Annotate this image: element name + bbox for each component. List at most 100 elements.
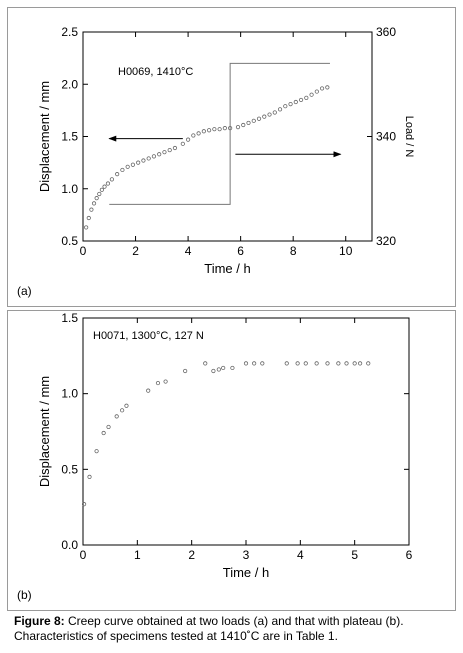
- y-tick-label: 2.5: [61, 25, 78, 39]
- data-point: [344, 361, 349, 366]
- x-tick-label: 8: [290, 244, 297, 258]
- data-point: [319, 86, 325, 91]
- load-series-line: [109, 62, 330, 205]
- data-point: [252, 361, 257, 366]
- data-point: [357, 361, 363, 366]
- data-point: [283, 104, 288, 109]
- data-point: [162, 150, 167, 155]
- data-point: [136, 160, 141, 165]
- x-tick-label: 0: [80, 244, 87, 258]
- data-point: [120, 408, 125, 413]
- data-point: [87, 474, 92, 479]
- data-point: [105, 181, 111, 186]
- data-point: [260, 361, 265, 366]
- data-point: [284, 361, 289, 366]
- data-point: [288, 102, 293, 107]
- y-tick-label: 1.5: [61, 130, 78, 144]
- x-tick-label: 1: [134, 548, 141, 562]
- chart-panel-b: 0 1 2 3 4 5 6 0.0 0.5 1.0 1.5 Time / h Displacement …: [7, 310, 456, 611]
- data-point: [94, 196, 99, 201]
- y2-tick-label: 360: [376, 25, 396, 39]
- data-point: [191, 133, 196, 138]
- x-tick-label: 6: [237, 244, 244, 258]
- chart-annotation: H0071, 1300°C, 127 N: [93, 330, 204, 342]
- data-point: [314, 361, 319, 366]
- data-point: [115, 172, 120, 177]
- data-point: [325, 85, 330, 90]
- x-axis-label: Time / h: [204, 261, 250, 276]
- data-point: [101, 430, 106, 436]
- x-tick-label: 3: [243, 548, 250, 562]
- data-point: [102, 184, 107, 189]
- data-point: [163, 379, 168, 384]
- x-tick-label: 5: [351, 548, 358, 562]
- caption-text: Creep curve obtained at two loads (a) an…: [14, 614, 404, 643]
- data-point: [295, 361, 300, 366]
- data-point: [235, 124, 241, 130]
- data-point: [185, 137, 191, 142]
- x-axis-label: Time / h: [223, 565, 269, 580]
- data-point: [89, 207, 94, 212]
- data-point: [124, 403, 129, 408]
- data-point: [309, 92, 314, 97]
- y-tick-label: 0.5: [61, 462, 78, 476]
- data-point: [314, 89, 319, 94]
- data-point: [251, 118, 256, 123]
- data-point: [120, 167, 125, 173]
- data-point: [146, 388, 151, 393]
- y-tick-label: 1.5: [61, 311, 78, 325]
- data-point: [203, 361, 208, 366]
- panel-label-b: (b): [17, 588, 32, 602]
- data-point: [196, 131, 201, 136]
- data-point: [267, 112, 272, 117]
- data-point: [256, 116, 262, 121]
- data-point: [146, 156, 151, 161]
- data-point: [106, 424, 111, 430]
- data-point: [91, 201, 97, 206]
- data-point: [211, 368, 216, 374]
- data-point: [216, 367, 221, 372]
- data-point: [272, 110, 277, 115]
- data-point: [84, 225, 89, 230]
- data-point: [221, 365, 226, 371]
- data-point: [94, 449, 99, 454]
- data-point: [293, 99, 298, 105]
- data-point: [277, 107, 283, 112]
- y-tick-label: 0.0: [61, 538, 78, 552]
- x-tick-label: 4: [185, 244, 192, 258]
- x-tick-label: 0: [80, 548, 87, 562]
- y-tick-label: 0.5: [61, 234, 78, 248]
- data-point: [130, 162, 136, 167]
- x-tick-label: 10: [339, 244, 353, 258]
- data-point: [125, 164, 130, 169]
- data-point: [222, 126, 227, 131]
- data-point: [217, 127, 222, 132]
- chart-panel-a: 0 2 4 6 8 10 0.5 1.0 1.5 2.0 2.5 320 340 360 Load / N T…: [7, 7, 456, 307]
- data-point: [86, 215, 91, 221]
- data-point: [141, 158, 146, 163]
- y-axis-label: Displacement / mm: [37, 81, 52, 192]
- panel-label-a: (a): [17, 284, 32, 298]
- data-point: [97, 191, 102, 197]
- data-point: [109, 177, 115, 182]
- data-point: [201, 129, 206, 134]
- data-point: [99, 187, 105, 192]
- x-tick-label: 6: [406, 548, 413, 562]
- data-point: [114, 414, 119, 419]
- data-point: [336, 361, 341, 366]
- y-axis-label: Displacement / mm: [37, 376, 52, 487]
- caption-bold: Figure 8:: [14, 614, 65, 628]
- data-point: [81, 502, 87, 507]
- data-point: [183, 368, 188, 374]
- data-point: [212, 127, 217, 132]
- data-point: [246, 120, 251, 126]
- data-point: [207, 128, 212, 133]
- y-tick-label: 2.0: [61, 77, 78, 91]
- x-tick-label: 2: [132, 244, 139, 258]
- chart-a: 0 2 4 6 8 10 0.5 1.0 1.5 2.0 2.5 320 340 360 Load / N T…: [37, 25, 415, 276]
- y2-axis-label: Load / N: [403, 116, 415, 158]
- data-point: [325, 361, 330, 366]
- data-point: [352, 361, 357, 366]
- data-point: [304, 95, 309, 100]
- chart-annotation: H0069, 1410°C: [118, 66, 193, 78]
